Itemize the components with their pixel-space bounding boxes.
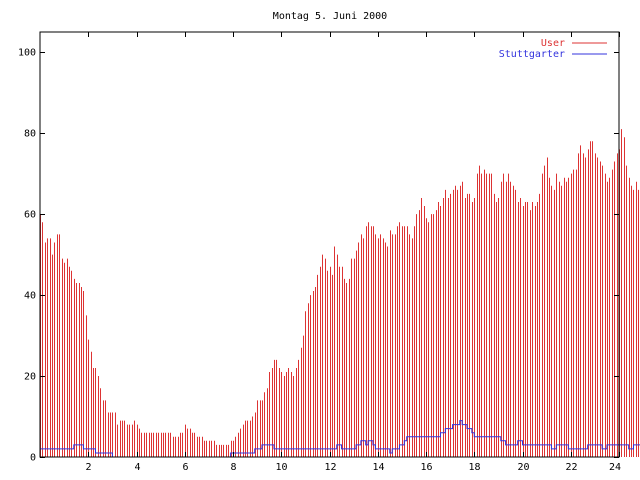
legend-label-stuttgarter: Stuttgarter <box>499 49 565 60</box>
x-tick-label: 12 <box>324 462 336 473</box>
x-tick-label: 4 <box>134 462 140 473</box>
x-tick-label: 22 <box>565 462 577 473</box>
user-bars <box>40 129 639 457</box>
y-tick-label: 100 <box>18 48 36 59</box>
legend: User Stuttgarter <box>499 38 607 60</box>
plot-frame <box>39 31 620 458</box>
chart-title: Montag 5. Juni 2000 <box>273 11 387 22</box>
x-tick-label: 8 <box>230 462 236 473</box>
x-tick-label: 2 <box>85 462 91 473</box>
x-tick-label: 20 <box>517 462 529 473</box>
y-tick-label: 0 <box>30 453 36 464</box>
y-tick-label: 40 <box>24 291 36 302</box>
x-tick-label: 6 <box>182 462 188 473</box>
y-tick-label: 80 <box>24 129 36 140</box>
x-tick-label: 24 <box>609 462 621 473</box>
y-tick-label: 60 <box>24 210 36 221</box>
x-tick-label: 18 <box>468 462 480 473</box>
legend-label-user: User <box>541 38 565 49</box>
x-tick-label: 14 <box>372 462 384 473</box>
x-tick-label: 10 <box>275 462 287 473</box>
x-tick-label: 16 <box>420 462 432 473</box>
y-tick-label: 20 <box>24 372 36 383</box>
